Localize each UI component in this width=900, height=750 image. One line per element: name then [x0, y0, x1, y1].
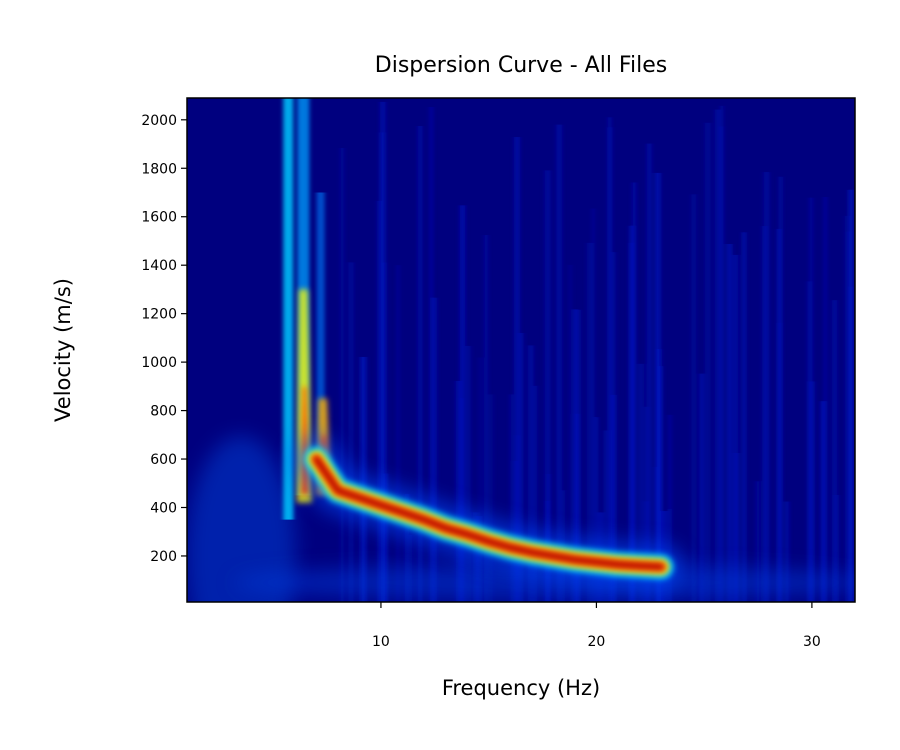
stripe — [638, 363, 644, 602]
ridge-band — [313, 456, 664, 570]
y-tick-label: 1800 — [141, 161, 177, 177]
stripe — [377, 200, 381, 602]
stripe — [719, 105, 724, 602]
stripe — [848, 286, 855, 602]
stripe — [544, 170, 551, 602]
stripe — [586, 242, 593, 602]
stripe — [645, 406, 648, 602]
y-tick-label: 400 — [150, 501, 177, 517]
stripe — [595, 417, 598, 602]
y-tick-label: 1600 — [141, 210, 177, 226]
stripe — [528, 345, 534, 602]
bottom-band-glow — [233, 564, 855, 601]
stripe — [691, 194, 697, 602]
x-axis-label: Frequency (Hz) — [442, 676, 600, 700]
y-tick-label: 2000 — [141, 113, 177, 129]
stripe — [380, 101, 386, 602]
stripe — [699, 373, 704, 602]
stripe — [574, 413, 580, 602]
stripe — [484, 235, 488, 602]
stripe — [824, 197, 827, 602]
stripe — [659, 366, 663, 602]
stripe — [808, 381, 815, 602]
low-frequency-glow — [187, 435, 296, 602]
stripe — [514, 137, 520, 602]
y-tick-label: 800 — [150, 404, 177, 420]
stripe — [466, 345, 471, 602]
stripe — [714, 109, 721, 602]
stripe — [397, 265, 400, 602]
heatmap-layer — [187, 98, 855, 602]
dispersion-ridge — [293, 436, 685, 590]
stripe — [556, 124, 562, 602]
stripe — [761, 226, 768, 602]
stripe — [820, 401, 826, 602]
stripe — [519, 332, 524, 602]
stripe — [591, 208, 595, 602]
stripe — [607, 127, 613, 602]
stripe — [348, 262, 354, 602]
stripe — [569, 264, 572, 602]
stripe — [727, 243, 732, 602]
stripe — [455, 380, 461, 602]
x-tick-label: 30 — [803, 634, 821, 650]
y-tick-label: 200 — [150, 549, 177, 565]
stripe — [832, 300, 838, 602]
y-tick-label: 1000 — [141, 355, 177, 371]
stripe — [705, 122, 711, 602]
stripe — [779, 176, 782, 602]
stripe — [632, 182, 636, 602]
stripe — [646, 143, 652, 602]
y-tick-label: 1200 — [141, 307, 177, 323]
stripe — [844, 215, 848, 602]
stripe — [417, 126, 423, 602]
y-axis: 200 400 600 800 1000 1200 1400 1600 1800 2000 — [141, 113, 187, 565]
plot-frame — [186, 97, 856, 603]
stripe — [733, 254, 739, 602]
stripe — [612, 394, 616, 602]
stripe — [534, 385, 538, 602]
stripe — [382, 262, 386, 602]
stripe — [478, 357, 482, 602]
chart-title: Dispersion Curve - All Files — [375, 53, 667, 78]
vertical-streak — [283, 98, 294, 520]
stripe — [340, 147, 344, 602]
y-tick-label: 1400 — [141, 258, 177, 274]
stripe — [489, 394, 494, 602]
stripe — [510, 394, 513, 602]
vertical-streak — [316, 192, 325, 472]
x-tick-label: 10 — [372, 634, 390, 650]
y-tick-label: 600 — [150, 452, 177, 468]
stripe — [432, 297, 437, 602]
stripe — [785, 501, 789, 602]
stripe — [629, 242, 633, 602]
stripe — [429, 107, 433, 602]
stripe — [668, 414, 672, 602]
x-tick-label: 20 — [588, 634, 606, 650]
stripe — [655, 172, 661, 602]
stripe — [742, 232, 746, 602]
stripe — [459, 205, 466, 602]
y-axis-label: Velocity (m/s) — [51, 278, 75, 422]
stripe — [756, 481, 759, 602]
stripe — [603, 430, 608, 602]
x-axis: 10 20 30 — [372, 602, 821, 650]
stripe — [404, 493, 409, 602]
